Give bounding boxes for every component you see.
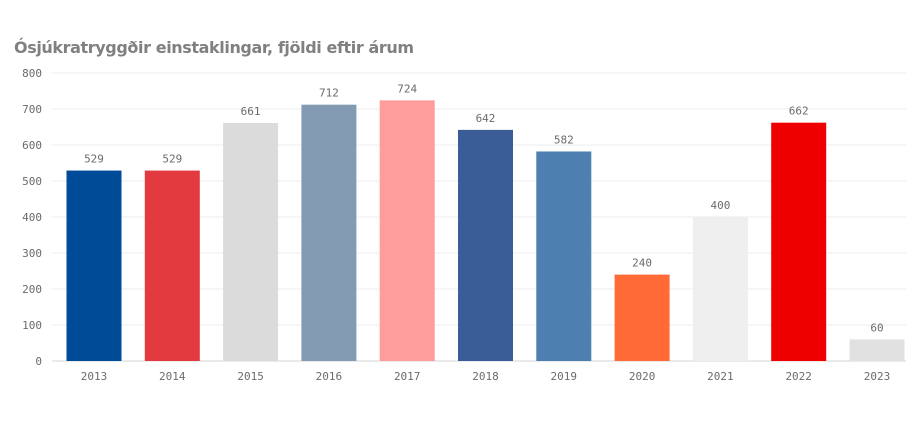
bar-2020 (614, 274, 670, 361)
data-label: 529 (84, 153, 104, 166)
bar-2021 (692, 217, 748, 361)
data-label: 642 (476, 112, 496, 125)
x-tick-label: 2014 (159, 370, 186, 383)
chart-title: Ósjúkratryggðir einstaklingar, fjöldi ef… (14, 38, 414, 57)
y-tick-label: 500 (22, 175, 42, 188)
y-tick-label: 700 (22, 103, 42, 116)
bar-2014 (144, 170, 200, 361)
x-tick-label: 2013 (81, 370, 108, 383)
x-tick-label: 2019 (551, 370, 578, 383)
bars (66, 100, 905, 362)
y-tick-label: 400 (22, 211, 42, 224)
data-label: 582 (554, 133, 574, 146)
data-label: 712 (319, 87, 339, 100)
y-tick-label: 0 (35, 355, 42, 368)
bar-2019 (536, 151, 592, 361)
bar-2018 (458, 129, 513, 361)
data-label: 724 (397, 82, 417, 95)
y-tick-label: 100 (22, 319, 42, 332)
data-label: 240 (632, 257, 652, 270)
data-label: 662 (789, 105, 809, 118)
bar-2016 (301, 104, 357, 362)
bar-2023 (849, 339, 905, 361)
bar-2013 (66, 170, 122, 361)
data-label: 661 (241, 105, 261, 118)
bar-2022 (771, 122, 827, 362)
data-labels: 529 529 661 712 724 642 582 240 400 662 60 (84, 82, 884, 334)
x-axis: 2013 2014 2015 2016 2017 2018 2019 2020 2021 2022… (81, 370, 891, 383)
x-tick-label: 2020 (629, 370, 656, 383)
x-tick-label: 2017 (394, 370, 421, 383)
x-tick-label: 2023 (864, 370, 891, 383)
bar-2017 (379, 100, 435, 362)
x-tick-label: 2022 (785, 370, 812, 383)
y-tick-label: 800 (22, 67, 42, 80)
y-tick-label: 600 (22, 139, 42, 152)
x-tick-label: 2021 (707, 370, 734, 383)
y-tick-label: 200 (22, 283, 42, 296)
y-axis: 0 100 200 300 400 500 600 700 800 (22, 67, 42, 368)
data-label: 529 (162, 153, 182, 166)
data-label: 400 (710, 199, 730, 212)
x-tick-label: 2015 (237, 370, 264, 383)
y-tick-label: 300 (22, 247, 42, 260)
x-tick-label: 2016 (316, 370, 343, 383)
x-tick-label: 2018 (472, 370, 499, 383)
data-label: 60 (870, 321, 883, 334)
bar-2015 (223, 123, 279, 361)
